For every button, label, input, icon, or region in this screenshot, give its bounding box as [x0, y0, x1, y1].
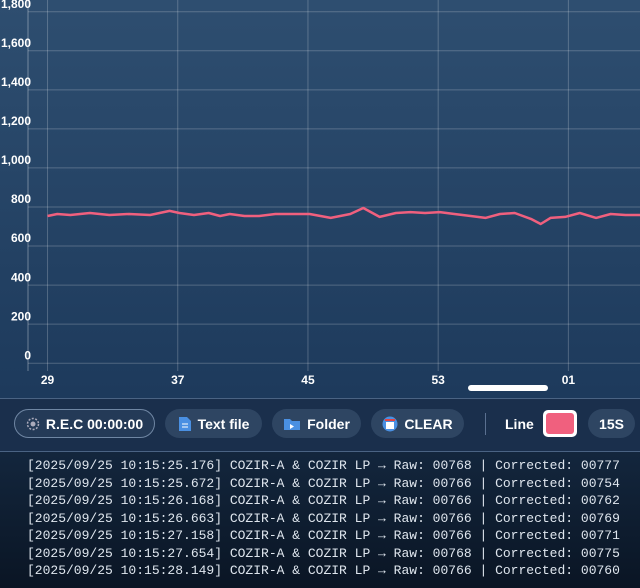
- data-line: [47, 206, 640, 226]
- chart: 0 200 400 600 800 1,000 1,200 1,400 1,600 1,800 29…: [0, 0, 640, 398]
- text-file-label: Text file: [197, 415, 250, 432]
- line-color-picker[interactable]: [543, 410, 577, 437]
- toolbar: R.E.C 00:00:00 Text file Folder CLEAR Li…: [0, 398, 640, 452]
- y-tick-label: 800: [11, 192, 31, 206]
- y-tick-label: 1,000: [1, 153, 31, 167]
- y-tick-label: 1,800: [1, 0, 31, 11]
- y-tick-label: 200: [11, 309, 31, 323]
- y-tick-label: 1,400: [1, 75, 31, 89]
- x-tick-label: 29: [41, 373, 55, 387]
- record-button[interactable]: R.E.C 00:00:00: [14, 409, 155, 438]
- interval-button[interactable]: 15S: [588, 409, 635, 438]
- log-line: [2025/09/25 10:15:25.176] COZIR-A & COZI…: [27, 458, 620, 473]
- log-line: [2025/09/25 10:15:28.149] COZIR-A & COZI…: [27, 563, 620, 578]
- x-tick-label: 01: [562, 373, 576, 387]
- record-icon: [26, 417, 40, 430]
- interval-label: 15S: [599, 415, 624, 432]
- folder-label: Folder: [307, 415, 350, 432]
- line-color: [546, 413, 574, 434]
- separator: [485, 413, 486, 435]
- log-line: [2025/09/25 10:15:26.168] COZIR-A & COZI…: [27, 493, 620, 508]
- y-tick-label: 1,200: [1, 114, 31, 128]
- log-line: [2025/09/25 10:15:25.672] COZIR-A & COZI…: [27, 475, 620, 491]
- scroll-indicator[interactable]: [468, 385, 548, 391]
- y-tick-label: 1,600: [1, 36, 31, 50]
- clear-label: CLEAR: [404, 415, 453, 432]
- x-tick-label: 37: [171, 373, 185, 387]
- record-label: R.E.C 00:00:00: [45, 415, 144, 432]
- log-line: [2025/09/25 10:15:26.663] COZIR-A & COZI…: [27, 510, 620, 526]
- y-tick-label: 600: [11, 231, 31, 245]
- clear-icon: [382, 416, 398, 431]
- text-file-button[interactable]: Text file: [165, 409, 262, 438]
- folder-button[interactable]: Folder: [272, 409, 361, 438]
- y-tick-label: 0: [24, 348, 31, 362]
- clear-button[interactable]: CLEAR: [371, 409, 464, 438]
- folder-icon: [284, 418, 301, 430]
- x-tick-label: 53: [431, 373, 445, 387]
- file-icon: [178, 416, 191, 431]
- log-panel: [2025/09/25 10:15:25.176] COZIR-A & COZI…: [0, 452, 640, 588]
- y-tick-label: 400: [11, 270, 31, 284]
- line-label: Line: [505, 416, 534, 432]
- x-tick-label: 45: [301, 373, 315, 387]
- log-line: [2025/09/25 10:15:27.654] COZIR-A & COZI…: [27, 545, 620, 561]
- log-line: [2025/09/25 10:15:27.158] COZIR-A & COZI…: [27, 528, 620, 543]
